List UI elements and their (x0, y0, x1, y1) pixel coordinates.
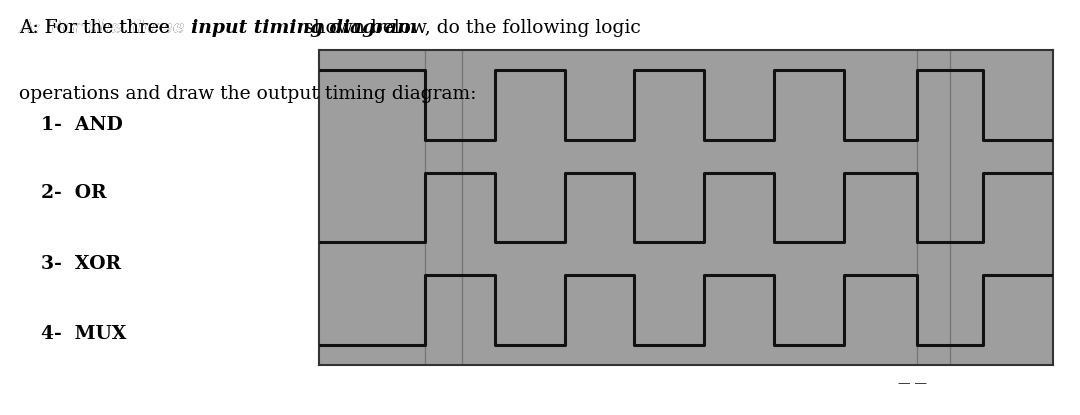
Text: A: For the three: A: For the three (19, 19, 191, 37)
Text: 4-  MUX: 4- MUX (41, 325, 126, 343)
Text: A: For the three: A: For the three (19, 19, 176, 37)
Text: 3-  XOR: 3- XOR (41, 254, 121, 273)
Text: 1-  AND: 1- AND (41, 115, 123, 134)
Text: shown below, do the following logic: shown below, do the following logic (298, 19, 640, 37)
Text: 2-  OR: 2- OR (41, 184, 107, 202)
Text: A: For the three input timing diagram: A: For the three input timing diagram (19, 19, 418, 37)
Text: — —: — — (899, 377, 927, 391)
Text: operations and draw the output timing diagram:: operations and draw the output timing di… (19, 85, 476, 103)
Text: A: For the three: A: For the three (19, 19, 176, 37)
